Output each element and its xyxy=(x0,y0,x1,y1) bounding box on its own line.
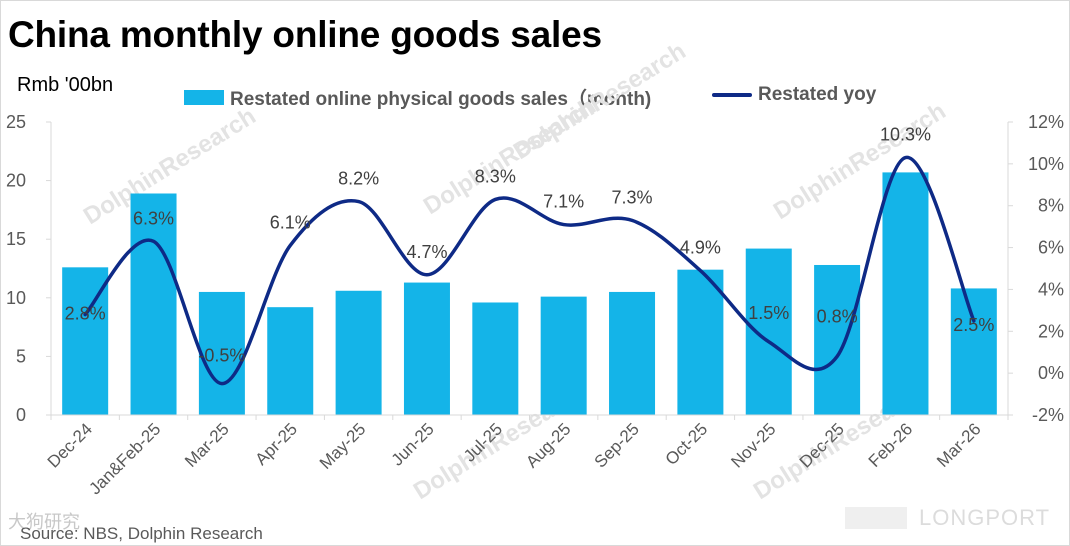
bar-jun-25 xyxy=(403,282,450,415)
x-tick-label: Jun-25 xyxy=(388,419,438,469)
yoy-point xyxy=(221,383,223,385)
legend-item-line: Restated yoy xyxy=(712,84,876,106)
longport-text: LONGPORT xyxy=(919,505,1051,530)
longport-watermark: LONGPORT xyxy=(845,505,1050,531)
yoy-point xyxy=(768,341,770,343)
bar-nov-25 xyxy=(745,248,792,415)
bar-jan&feb-25 xyxy=(130,193,177,415)
x-tick-label: May-25 xyxy=(316,419,370,473)
right-tick-label: 10% xyxy=(1028,154,1064,174)
yoy-point xyxy=(631,219,633,221)
yoy-data-label: -0.5% xyxy=(198,346,245,366)
right-tick-label: 2% xyxy=(1038,321,1064,341)
bar-jul-25 xyxy=(472,302,519,415)
yoy-data-label: 7.1% xyxy=(543,192,584,212)
right-tick-label: 12% xyxy=(1028,112,1064,132)
left-tick-label: 25 xyxy=(6,112,26,132)
bar-aug-25 xyxy=(540,296,587,415)
bar-mar-25 xyxy=(198,291,245,415)
brand-watermark: 大狗研究 xyxy=(8,512,80,532)
legend-bar-label: Restated online physical goods sales（mon… xyxy=(230,89,652,110)
yoy-point xyxy=(84,314,86,316)
left-tick-label: 10 xyxy=(6,288,26,308)
bar-apr-25 xyxy=(267,307,314,415)
x-tick-label: Apr-25 xyxy=(252,419,302,469)
yoy-point xyxy=(563,224,565,226)
legend-item-bars: Restated online physical goods sales（mon… xyxy=(184,84,651,111)
x-tick-label: Oct-25 xyxy=(662,419,712,469)
yoy-point xyxy=(494,198,496,200)
yoy-data-label: 10.3% xyxy=(880,125,931,145)
bar-dec-25 xyxy=(814,264,861,415)
x-tick-label: Sep-25 xyxy=(591,419,643,471)
bar-sep-25 xyxy=(609,291,656,415)
line-series xyxy=(83,155,976,386)
source-note: Source: NBS, Dolphin Research xyxy=(20,524,263,543)
left-tick-label: 0 xyxy=(16,405,26,425)
x-tick-label: Nov-25 xyxy=(727,419,779,471)
legend-bar-swatch xyxy=(184,90,224,105)
left-tick-label: 5 xyxy=(16,346,26,366)
left-axis-unit: Rmb '00bn xyxy=(17,74,114,96)
legend-line-label: Restated yoy xyxy=(758,84,877,105)
yoy-point xyxy=(904,157,906,159)
bar-mar-26 xyxy=(950,288,997,415)
yoy-point xyxy=(836,355,838,357)
data-labels: 2.8% 6.3% -0.5% 6.1% 8.2% 4.7% 8.3% 7.1% 7.3% 4.9… xyxy=(65,125,995,366)
right-tick-label: 8% xyxy=(1038,196,1064,216)
bar-feb-26 xyxy=(882,172,929,415)
yoy-data-label: 1.5% xyxy=(748,303,789,323)
x-tick-label: Dec-24 xyxy=(44,419,96,471)
yoy-data-label: 8.3% xyxy=(475,166,516,186)
yoy-point xyxy=(699,270,701,272)
right-tick-label: -2% xyxy=(1032,405,1064,425)
yoy-data-label: 4.7% xyxy=(406,242,447,262)
yoy-point xyxy=(358,201,360,203)
yoy-point xyxy=(973,320,975,322)
left-tick-label: 20 xyxy=(6,171,26,191)
longport-logo-block xyxy=(845,507,907,529)
yoy-point xyxy=(153,240,155,242)
bar-may-25 xyxy=(335,290,382,415)
x-tick-label: Jan&Feb-25 xyxy=(85,419,164,498)
watermark-text: DolphinResearch xyxy=(509,38,691,165)
bar-series xyxy=(62,172,997,415)
x-tick-label: Mar-26 xyxy=(933,419,985,471)
yoy-data-label: 8.2% xyxy=(338,169,379,189)
yoy-data-label: 0.8% xyxy=(817,306,858,326)
legend-line-swatch xyxy=(712,93,752,97)
right-tick-label: 0% xyxy=(1038,363,1064,383)
yoy-data-label: 4.9% xyxy=(680,238,721,258)
yoy-data-label: 6.3% xyxy=(133,208,174,228)
right-tick-label: 4% xyxy=(1038,279,1064,299)
yoy-point xyxy=(426,274,428,276)
bar-oct-25 xyxy=(677,269,724,415)
yoy-data-label: 2.5% xyxy=(953,315,994,335)
yoy-data-label: 6.1% xyxy=(270,212,311,232)
left-tick-label: 15 xyxy=(6,229,26,249)
right-tick-label: 6% xyxy=(1038,238,1064,258)
chart-title: China monthly online goods sales xyxy=(8,14,602,55)
yoy-data-label: 2.8% xyxy=(65,304,106,324)
yoy-data-label: 7.3% xyxy=(612,187,653,207)
x-tick-label: Mar-25 xyxy=(181,419,233,471)
yoy-point xyxy=(289,244,291,246)
